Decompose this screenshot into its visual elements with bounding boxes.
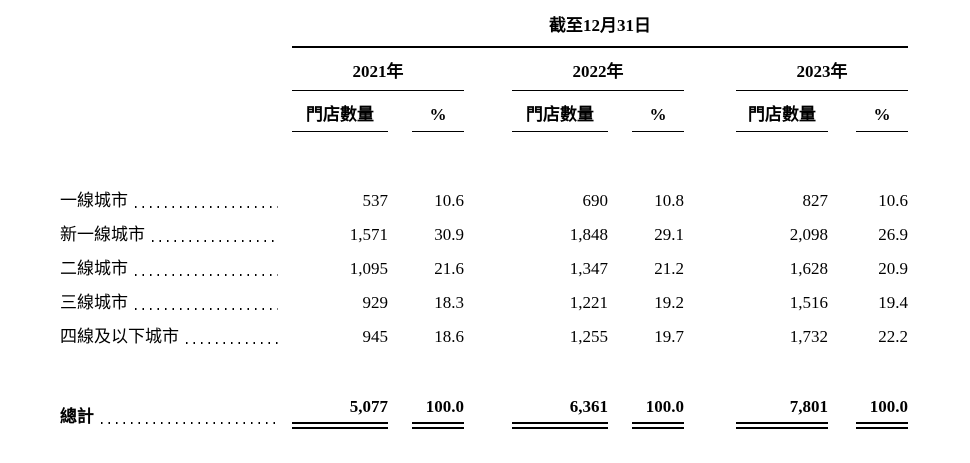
store-count-cell: 1,221 bbox=[569, 293, 608, 312]
store-count-cell: 945 bbox=[362, 327, 389, 346]
store-count-cell: 2,098 bbox=[789, 225, 828, 244]
percent-header-label: % bbox=[632, 103, 684, 132]
percent-cell: 26.9 bbox=[878, 225, 908, 244]
stores-header-label: 門店數量 bbox=[736, 103, 828, 132]
store-count-cell: 1,516 bbox=[789, 293, 828, 312]
subheader-row: 門店數量 % 門店數量 % 門店數量 % bbox=[60, 103, 970, 132]
row-label-text: 一線城市 bbox=[60, 191, 128, 210]
store-count-cell: 537 bbox=[362, 191, 389, 210]
total-percent-cell: 100.0 bbox=[828, 390, 908, 429]
dot-leader bbox=[101, 422, 278, 424]
stores-header-2023: 門店數量 bbox=[736, 103, 828, 132]
year-header-row: 2021年 2022年 2023年 bbox=[60, 60, 970, 91]
percent-header-label: % bbox=[856, 103, 908, 132]
dot-leader bbox=[135, 308, 278, 310]
body-total-spacer bbox=[60, 354, 970, 390]
percent-cell: 18.6 bbox=[434, 327, 464, 346]
store-count-cell: 1,628 bbox=[789, 259, 828, 278]
total-label-text: 總計 bbox=[60, 407, 94, 426]
percent-cell: 18.3 bbox=[434, 293, 464, 312]
double-underline bbox=[292, 422, 388, 429]
total-row: 總計 5,077 100.0 6,361 100.0 7,801 100.0 bbox=[60, 390, 970, 429]
total-label: 總計 bbox=[60, 400, 292, 429]
percent-cell: 29.1 bbox=[654, 225, 684, 244]
total-value: 100.0 bbox=[645, 397, 684, 416]
total-store-count-cell: 5,077 bbox=[292, 390, 388, 429]
percent-cell: 10.6 bbox=[878, 191, 908, 210]
store-count-cell: 1,255 bbox=[569, 327, 608, 346]
row-label: 二線城市 bbox=[60, 252, 292, 286]
percent-header-label: % bbox=[412, 103, 464, 132]
row-label-text: 三線城市 bbox=[60, 293, 128, 312]
row-label-text: 二線城市 bbox=[60, 259, 128, 278]
double-underline bbox=[736, 422, 828, 429]
total-percent-cell: 100.0 bbox=[388, 390, 464, 429]
dot-leader bbox=[135, 206, 278, 208]
total-store-count-cell: 7,801 bbox=[736, 390, 828, 429]
percent-cell: 10.8 bbox=[654, 191, 684, 210]
percent-cell: 21.2 bbox=[654, 259, 684, 278]
store-count-cell: 690 bbox=[582, 191, 609, 210]
row-label: 新一線城市 bbox=[60, 218, 292, 252]
row-label-text: 新一線城市 bbox=[60, 225, 145, 244]
store-count-cell: 1,571 bbox=[349, 225, 388, 244]
percent-cell: 22.2 bbox=[878, 327, 908, 346]
row-label-text: 四線及以下城市 bbox=[60, 327, 179, 346]
double-underline bbox=[632, 422, 684, 429]
total-store-count-cell: 6,361 bbox=[512, 390, 608, 429]
table-row-tier2: 二線城市 1,095 21.6 1,347 21.2 1,628 20.9 bbox=[60, 252, 970, 286]
percent-cell: 21.6 bbox=[434, 259, 464, 278]
table-row-tier3: 三線城市 929 18.3 1,221 19.2 1,516 19.4 bbox=[60, 286, 970, 320]
table-title-row: 截至12月31日 bbox=[60, 14, 970, 48]
percent-cell: 19.4 bbox=[878, 293, 908, 312]
percent-cell: 19.7 bbox=[654, 327, 684, 346]
percent-header-2022: % bbox=[608, 103, 684, 132]
table-row-tier4-below: 四線及以下城市 945 18.6 1,255 19.7 1,732 22.2 bbox=[60, 320, 970, 354]
percent-header-2021: % bbox=[388, 103, 464, 132]
stores-header-2022: 門店數量 bbox=[512, 103, 608, 132]
stores-header-label: 門店數量 bbox=[292, 103, 388, 132]
row-label: 三線城市 bbox=[60, 286, 292, 320]
header-body-spacer bbox=[60, 132, 970, 184]
store-count-cell: 1,732 bbox=[789, 327, 828, 346]
percent-cell: 19.2 bbox=[654, 293, 684, 312]
store-count-cell: 1,095 bbox=[349, 259, 388, 278]
table-row-new-tier1: 新一線城市 1,571 30.9 1,848 29.1 2,098 26.9 bbox=[60, 218, 970, 252]
row-label: 一線城市 bbox=[60, 184, 292, 218]
total-value: 100.0 bbox=[869, 397, 908, 416]
table-row-tier1: 一線城市 537 10.6 690 10.8 827 10.6 bbox=[60, 184, 970, 218]
year-header-2021: 2021年 bbox=[292, 60, 464, 91]
stores-header-2021: 門店數量 bbox=[292, 103, 388, 132]
percent-cell: 10.6 bbox=[434, 191, 464, 210]
total-value: 100.0 bbox=[425, 397, 464, 416]
row-label: 四線及以下城市 bbox=[60, 320, 292, 354]
table-title: 截至12月31日 bbox=[292, 14, 908, 48]
dot-leader bbox=[186, 342, 278, 344]
year-header-2023: 2023年 bbox=[736, 60, 908, 91]
percent-cell: 30.9 bbox=[434, 225, 464, 244]
dot-leader bbox=[152, 240, 278, 242]
store-count-cell: 1,347 bbox=[569, 259, 608, 278]
store-count-cell: 827 bbox=[802, 191, 829, 210]
total-value: 7,801 bbox=[789, 397, 828, 416]
percent-cell: 20.9 bbox=[878, 259, 908, 278]
store-count-cell: 1,848 bbox=[569, 225, 608, 244]
total-value: 5,077 bbox=[349, 397, 388, 416]
dot-leader bbox=[135, 274, 278, 276]
percent-header-2023: % bbox=[828, 103, 908, 132]
total-percent-cell: 100.0 bbox=[608, 390, 684, 429]
store-count-cell: 929 bbox=[362, 293, 389, 312]
double-underline bbox=[856, 422, 908, 429]
total-value: 6,361 bbox=[569, 397, 608, 416]
double-underline bbox=[412, 422, 464, 429]
year-header-2022: 2022年 bbox=[512, 60, 684, 91]
stores-header-label: 門店數量 bbox=[512, 103, 608, 132]
double-underline bbox=[512, 422, 608, 429]
